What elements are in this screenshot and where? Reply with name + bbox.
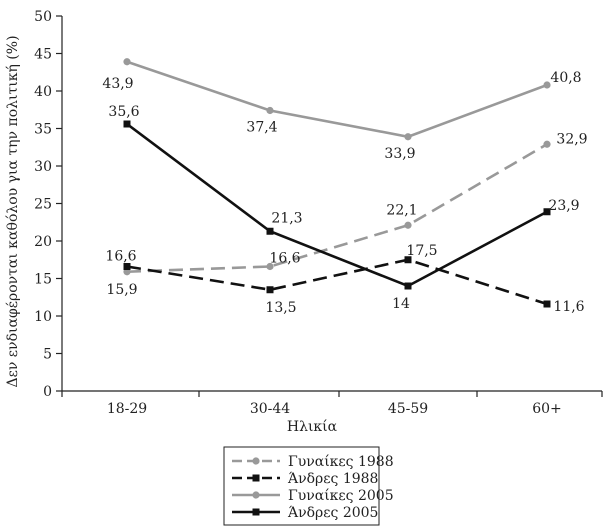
data-point [404, 256, 412, 264]
legend-label: Άνδρες 2005 [287, 505, 378, 521]
data-label: 37,4 [246, 120, 277, 136]
series-3 [123, 58, 551, 141]
data-point [266, 227, 274, 235]
legend-marker [252, 491, 260, 499]
data-point [543, 140, 551, 148]
data-label: 16,6 [269, 251, 300, 267]
x-axis-title: Ηλικία [287, 418, 338, 435]
data-point [266, 262, 274, 271]
legend-marker [252, 457, 260, 465]
y-tick-label: 25 [34, 197, 52, 213]
data-point [404, 133, 412, 141]
y-tick-label: 0 [43, 384, 52, 400]
legend-marker [252, 474, 260, 482]
legend-marker [252, 508, 260, 516]
data-point [543, 300, 551, 308]
data-label: 17,5 [406, 243, 437, 259]
y-tick-label: 20 [34, 234, 52, 250]
series-layer [123, 58, 551, 308]
data-label: 16,6 [105, 249, 136, 265]
y-axis-ticks: 0 5 10 15 20 25 30 35 40 45 50 [34, 9, 62, 400]
legend-item-2: Άνδρες 1988 [232, 471, 378, 487]
legend-item-4: Άνδρες 2005 [232, 505, 378, 521]
data-point [123, 263, 131, 270]
x-tick-label: 18-29 [107, 401, 147, 417]
y-tick-label: 45 [34, 47, 52, 63]
series-line [126, 143, 548, 274]
data-label: 22,1 [386, 202, 417, 218]
data-point [543, 81, 551, 89]
data-point [123, 120, 131, 128]
legend-label: Άνδρες 1988 [287, 471, 378, 487]
series-line [126, 60, 548, 139]
data-point [266, 286, 274, 294]
data-label: 35,6 [108, 104, 139, 120]
x-tick-label: 30-44 [250, 401, 290, 417]
chart-axes: 0 5 10 15 20 25 30 35 40 45 50 18-29 30-44 45-59 60+ [34, 9, 603, 417]
data-label: 23,9 [548, 198, 579, 214]
legend-label: Γυναίκες 2005 [288, 487, 394, 504]
data-label: 11,6 [553, 299, 584, 315]
data-label-layer: 15,9 16,6 22,1 32,9 16,6 13,5 17,5 11,6 43,9 37,4… [102, 70, 587, 316]
data-point [404, 221, 412, 229]
legend-item-1: Γυναίκες 1988 [232, 453, 394, 470]
data-label: 15,9 [106, 282, 137, 298]
data-point [543, 208, 551, 216]
series-4 [123, 120, 551, 290]
y-tick-label: 15 [34, 272, 52, 288]
series-2 [123, 256, 551, 308]
x-tick-label: 60+ [532, 401, 562, 417]
y-tick-label: 10 [34, 309, 52, 325]
x-axis-ticks: 18-29 30-44 45-59 60+ [61, 391, 603, 417]
series-1 [123, 140, 551, 276]
legend-item-3: Γυναίκες 2005 [232, 487, 394, 504]
series-line [126, 122, 548, 288]
data-label: 32,9 [556, 131, 587, 147]
y-tick-label: 50 [34, 9, 52, 25]
y-tick-label: 30 [34, 159, 52, 175]
data-label: 21,3 [271, 210, 302, 226]
data-label: 43,9 [102, 76, 133, 92]
data-label: 14 [392, 296, 410, 312]
data-label: 33,9 [384, 146, 415, 162]
data-point [404, 282, 412, 290]
data-label: 13,5 [265, 300, 296, 316]
y-tick-label: 35 [34, 122, 52, 138]
x-tick-label: 45-59 [388, 401, 428, 417]
series-line [126, 258, 548, 306]
y-tick-label: 5 [43, 347, 52, 363]
y-axis-title: Δεν ενδιαφέρονται καθόλου για την πολιτι… [4, 35, 21, 387]
data-point [123, 58, 131, 66]
data-point [266, 106, 274, 115]
y-tick-label: 40 [34, 84, 52, 100]
legend-label: Γυναίκες 1988 [288, 453, 394, 470]
data-label: 40,8 [550, 70, 581, 86]
